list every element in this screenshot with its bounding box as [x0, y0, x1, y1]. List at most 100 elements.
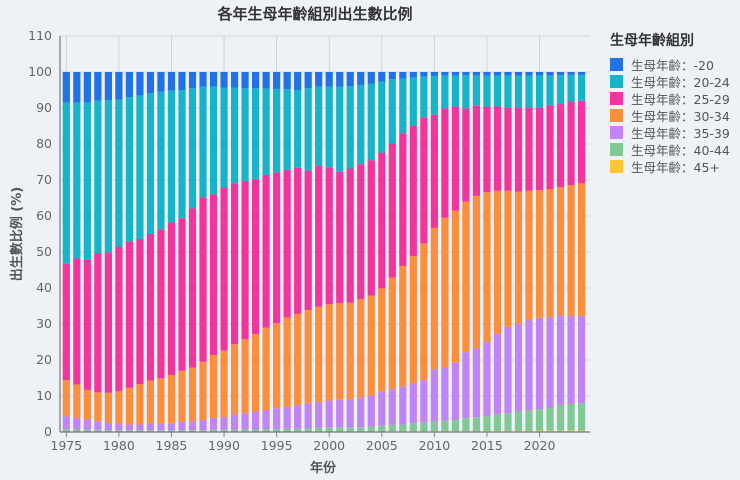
- bar-segment: [430, 227, 438, 370]
- bar-segment: [535, 409, 544, 431]
- bar-segment: [167, 222, 176, 376]
- bar-stack-1999: [315, 72, 323, 432]
- bar-segment: [283, 406, 291, 429]
- legend-swatch: [610, 92, 623, 105]
- bar-segment: [94, 72, 102, 101]
- bar-segment: [209, 354, 218, 418]
- bar-segment: [94, 421, 102, 430]
- bar-segment: [346, 399, 354, 428]
- bar-segment: [378, 288, 386, 392]
- bar-segment: [441, 217, 449, 368]
- bar-segment: [493, 72, 502, 76]
- bar-segment: [62, 72, 70, 103]
- bar-segment: [556, 187, 565, 316]
- bar-segment: [483, 106, 491, 193]
- bar-segment: [94, 429, 102, 432]
- bar-segment: [556, 315, 565, 405]
- bar-segment: [83, 259, 91, 390]
- bar-segment: [251, 334, 260, 412]
- bar-segment: [115, 246, 123, 391]
- bar-segment: [388, 424, 396, 432]
- bar-segment: [472, 417, 481, 432]
- legend-item[interactable]: 生母年齡：30-34: [610, 107, 730, 124]
- bar-segment: [230, 87, 239, 184]
- bar-segment: [336, 427, 344, 432]
- bar-segment: [409, 72, 417, 78]
- bar-segment: [462, 108, 470, 202]
- bar-segment: [577, 183, 586, 317]
- legend-item[interactable]: 生母年齡：20-24: [610, 73, 730, 90]
- bar-segment: [346, 427, 354, 432]
- bar-segment: [577, 74, 586, 101]
- legend-item[interactable]: 生母年齡：25-29: [610, 90, 730, 107]
- bar-segment: [420, 76, 428, 118]
- bar-segment: [83, 72, 91, 103]
- bar-segment: [115, 430, 123, 432]
- bar-stack-2012: [451, 72, 459, 432]
- bar-segment: [220, 417, 228, 430]
- bar-segment: [315, 306, 323, 403]
- bar-segment: [294, 405, 302, 429]
- bar-segment: [567, 316, 575, 404]
- y-tick-label: 100: [28, 64, 52, 79]
- bar-segment: [346, 302, 354, 400]
- bar-segment: [230, 429, 239, 432]
- bar-segment: [104, 252, 112, 393]
- bar-segment: [420, 72, 428, 77]
- bar-segment: [441, 108, 449, 218]
- bar-segment: [178, 421, 186, 431]
- bar-segment: [514, 191, 523, 324]
- bar-segment: [567, 74, 575, 102]
- bar-stack-2009: [420, 72, 428, 432]
- bar-segment: [62, 416, 70, 430]
- bar-segment: [399, 133, 407, 267]
- bar-segment: [357, 164, 365, 300]
- bar-segment: [220, 350, 228, 418]
- bar-segment: [430, 72, 438, 76]
- bar-stack-1987: [188, 72, 197, 432]
- bar-segment: [430, 75, 438, 115]
- bar-segment: [167, 423, 176, 431]
- bar-segment: [472, 75, 481, 106]
- legend-label: 生母年齡：45+: [631, 160, 720, 175]
- legend-item[interactable]: 生母年齡：45+: [610, 158, 730, 175]
- x-tick-label: 2015: [471, 438, 503, 453]
- bar-segment: [577, 430, 586, 432]
- bars: [62, 72, 586, 432]
- bar-segment: [577, 100, 586, 184]
- bar-segment: [262, 429, 270, 432]
- bar-segment: [136, 95, 144, 240]
- bar-segment: [357, 397, 365, 428]
- bar-segment: [178, 370, 186, 422]
- bar-segment: [73, 417, 81, 430]
- bar-segment: [420, 117, 428, 244]
- bar-segment: [283, 72, 291, 90]
- bar-segment: [125, 97, 134, 242]
- bar-stack-2006: [388, 72, 396, 432]
- bar-segment: [525, 410, 533, 431]
- bar-segment: [199, 420, 207, 431]
- bar-segment: [315, 86, 323, 166]
- bar-segment: [62, 102, 70, 264]
- x-tick-label: 1975: [50, 438, 82, 453]
- bar-segment: [115, 423, 123, 431]
- bar-segment: [336, 171, 344, 304]
- legend-item[interactable]: 生母年齡：40-44: [610, 141, 730, 158]
- legend-item[interactable]: 生母年齡：35-39: [610, 124, 730, 141]
- bar-stack-1996: [283, 72, 291, 432]
- bar-segment: [62, 429, 70, 432]
- bar-stack-1995: [273, 72, 281, 432]
- y-tick-label: 60: [36, 208, 52, 223]
- bar-stack-2010: [430, 72, 438, 432]
- legend-label: 生母年齡：20-24: [631, 75, 730, 90]
- bar-segment: [546, 407, 554, 431]
- bar-segment: [220, 72, 228, 88]
- bar-segment: [83, 419, 91, 430]
- y-tick-label: 80: [36, 136, 52, 151]
- bar-segment: [409, 423, 417, 432]
- bar-segment: [230, 414, 239, 430]
- bar-segment: [483, 342, 491, 417]
- bar-segment: [399, 78, 407, 134]
- bar-segment: [104, 422, 112, 431]
- legend-item[interactable]: 生母年齡：-20: [610, 56, 730, 73]
